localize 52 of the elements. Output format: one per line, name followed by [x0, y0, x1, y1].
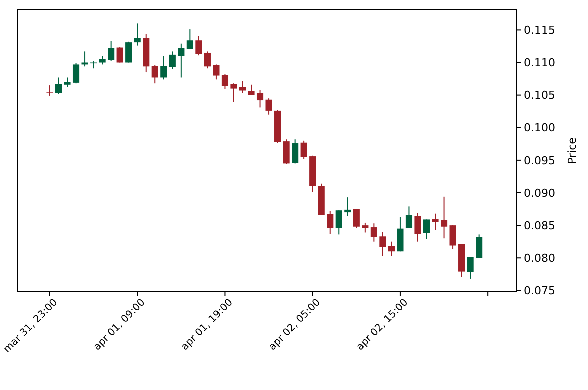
candlestick	[370, 223, 378, 242]
candlestick	[476, 234, 483, 259]
candlestick	[283, 139, 290, 165]
candlestick	[134, 23, 141, 46]
y-tick-label: 0.115	[524, 24, 556, 38]
candlestick	[336, 210, 342, 236]
candlestick	[440, 196, 448, 240]
candlestick	[46, 85, 54, 96]
candlestick	[388, 241, 395, 257]
y-tick-label: 0.095	[524, 154, 556, 168]
y-axis-title: Price	[566, 137, 579, 164]
candlestick	[353, 208, 360, 229]
y-tick-label: 0.085	[524, 219, 556, 232]
y-tick-label: 0.100	[524, 122, 556, 135]
y-tick-label: 0.110	[524, 56, 556, 70]
candlestick	[380, 232, 386, 257]
y-tick-label: 0.075	[524, 284, 556, 298]
y-tick-label: 0.090	[524, 186, 556, 200]
candlestick	[178, 43, 185, 78]
candlestick	[397, 216, 404, 252]
candlestick	[432, 213, 439, 231]
candlestick	[327, 210, 334, 235]
candlestick	[72, 62, 80, 84]
candlestick	[239, 80, 246, 94]
candlestick	[152, 64, 158, 84]
candlestick	[186, 29, 194, 50]
candlestick	[126, 41, 132, 64]
candlestick	[414, 212, 422, 242]
candlestick	[169, 51, 176, 70]
candlestick	[406, 206, 413, 229]
candlestick	[467, 256, 474, 280]
candlestick	[204, 51, 211, 70]
candlestick	[222, 74, 229, 90]
candlestick	[160, 56, 168, 80]
candlestick	[423, 219, 430, 240]
candlestick	[108, 40, 115, 62]
candlestick	[450, 225, 456, 250]
candlestick	[116, 46, 124, 64]
candlestick	[196, 36, 202, 56]
candlestick	[300, 140, 308, 160]
y-tick-label: 0.080	[524, 252, 556, 265]
candlestick	[266, 98, 272, 116]
candlestick	[230, 83, 238, 103]
candlestick	[344, 197, 352, 217]
candlestick	[256, 90, 264, 108]
candlestick	[64, 77, 71, 88]
candlestick	[55, 77, 62, 95]
candlestick	[248, 84, 255, 96]
y-tick-label: 0.105	[524, 89, 556, 102]
candlestick	[292, 139, 299, 164]
candlestick	[362, 222, 369, 234]
candlestick	[213, 64, 220, 80]
